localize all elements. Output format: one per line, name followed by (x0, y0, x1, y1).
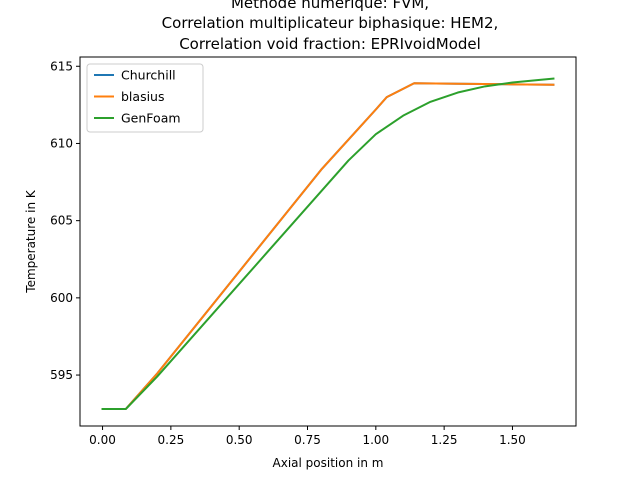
legend-label-blasius: blasius (121, 89, 165, 104)
y-axis: 595 600 605 610 615 (50, 59, 80, 382)
x-tick-label: 1.00 (362, 433, 389, 447)
chart-title-line-3: Correlation void fraction: EPRIvoidModel (179, 35, 481, 53)
y-tick-label: 615 (50, 59, 73, 73)
x-tick-label: 0.50 (226, 433, 253, 447)
series-layer (101, 77, 555, 411)
plot-frame (79, 56, 577, 427)
y-tick-label: 595 (50, 368, 73, 382)
chart-title-line-1: Methode numerique: FVM, (231, 0, 429, 12)
legend: Churchill blasius GenFoam (86, 63, 204, 133)
legend-label-genfoam: GenFoam (121, 111, 181, 126)
chart-title: Methode numerique: FVM, Correlation mult… (162, 0, 499, 53)
x-tick-label: 0.75 (294, 433, 321, 447)
y-tick-label: 610 (50, 136, 73, 150)
y-axis-label: Temperature in K (24, 189, 38, 294)
x-tick-label: 0.25 (158, 433, 185, 447)
x-axis: 0.00 0.25 0.50 0.75 1.00 1.25 1.50 (89, 426, 526, 447)
y-tick-label: 605 (50, 214, 73, 228)
legend-label-churchill: Churchill (121, 68, 176, 83)
y-tick-label: 600 (50, 291, 73, 305)
x-tick-label: 0.00 (89, 433, 116, 447)
x-axis-label: Axial position in m (273, 456, 384, 470)
series-line-genfoam (101, 77, 555, 411)
x-tick-label: 1.25 (431, 433, 458, 447)
x-tick-label: 1.50 (499, 433, 526, 447)
chart-title-line-2: Correlation multiplicateur biphasique: H… (162, 14, 499, 32)
legend-box (86, 63, 204, 133)
